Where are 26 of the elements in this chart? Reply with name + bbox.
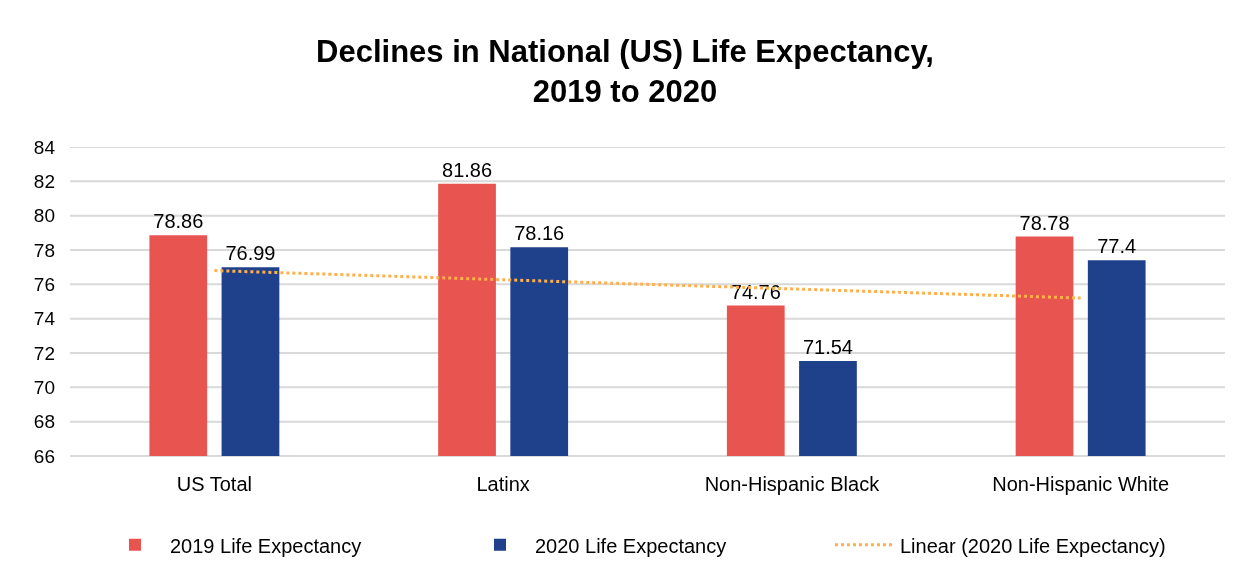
- y-tick-label: 76: [33, 273, 55, 295]
- y-tick-label: 84: [33, 136, 56, 158]
- data-label: 71.54: [802, 335, 853, 358]
- data-label: 77.4: [1097, 235, 1137, 258]
- y-tick-label: 66: [33, 445, 55, 467]
- y-tick-label: 72: [33, 342, 55, 364]
- data-label: 76.99: [225, 242, 276, 265]
- data-label: 81.86: [442, 158, 493, 181]
- x-tick-label: Non-Hispanic White: [992, 473, 1169, 495]
- legend-label: 2020 Life Expectancy: [535, 534, 727, 557]
- x-tick-label: US Total: [176, 473, 252, 495]
- legend-label: 2019 Life Expectancy: [170, 534, 362, 557]
- x-tick-label: Latinx: [476, 473, 530, 495]
- y-tick-label: 78: [33, 239, 55, 261]
- y-tick-label: 74: [33, 308, 56, 330]
- data-label: 78.78: [1019, 211, 1070, 234]
- y-tick-label: 82: [33, 170, 55, 192]
- data-label: 74.76: [730, 280, 781, 303]
- x-tick-label: Non-Hispanic Black: [704, 473, 881, 495]
- y-tick-label: 80: [33, 205, 55, 227]
- chart-title: Declines in National (US) Life Expectancy, 2019 to 2020: [316, 34, 934, 110]
- y-tick-label: 68: [33, 411, 55, 433]
- y-tick-label: 70: [33, 376, 55, 398]
- data-label: 78.86: [153, 210, 204, 233]
- legend-label: Linear (2020 Life Expectancy): [900, 534, 1166, 557]
- data-label: 78.16: [514, 222, 565, 245]
